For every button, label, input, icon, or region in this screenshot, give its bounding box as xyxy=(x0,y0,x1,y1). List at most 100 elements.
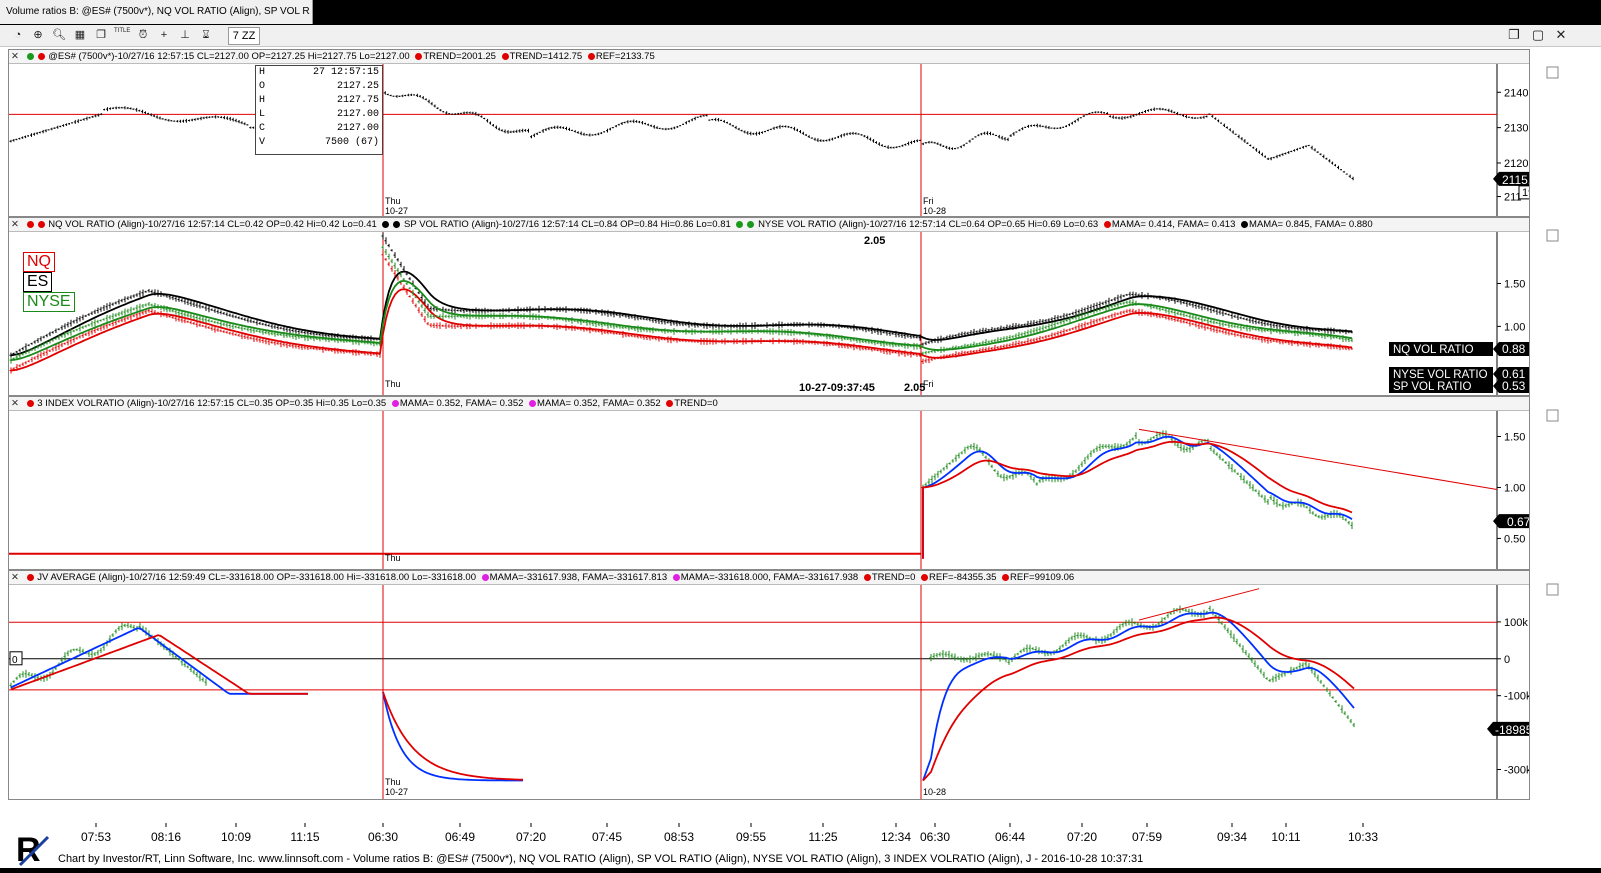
sigma-icon[interactable]: ⌛︎ xyxy=(202,29,210,41)
trend-line xyxy=(1138,588,1260,621)
x-tick-label: 10:33 xyxy=(1348,830,1378,844)
index-volratio-pane[interactable]: ✕ 3 INDEX VOLRATIO (Align)-10/27/16 12:5… xyxy=(8,396,1530,570)
maximize-pane-icon xyxy=(1546,583,1559,596)
jv-average-pane[interactable]: ✕ JV AVERAGE (Align)-10/27/16 12:59:49 C… xyxy=(8,570,1530,800)
y-tick-label: 211 xyxy=(1504,192,1522,204)
close-icon[interactable]: ✕ xyxy=(1555,27,1567,42)
jv-header-text: JV AVERAGE (Align)-10/27/16 12:59:49 CL=… xyxy=(37,572,477,583)
legend-nq: NQ xyxy=(23,252,55,272)
title-icon[interactable]: TITLE xyxy=(114,27,130,43)
date-label: 10-28 xyxy=(923,787,946,797)
x-tick-label: 07:59 xyxy=(1132,830,1162,844)
right-sidebar xyxy=(1530,47,1601,868)
nq-dot xyxy=(37,221,45,228)
chart-window: ◔ ⊕ 🔍︎ ▦ ❐ TITLE ⏰︎ + ⊥ ⌛︎ 7 ZZ ❐ ▢ ✕ ✕ … xyxy=(0,25,1601,868)
mama-dot xyxy=(529,400,537,407)
y-tick-label: 100k xyxy=(1504,617,1528,629)
day-label: Thu xyxy=(385,553,401,563)
x-tick-label: 11:25 xyxy=(808,830,837,844)
zigzag-button[interactable]: 7 ZZ xyxy=(228,27,260,45)
badge-name: NYSE VOL RATIO xyxy=(1393,369,1488,381)
index-volratio-plot: 1.50 1.00 0.50 0.67 Thu xyxy=(9,411,1529,569)
window-title: Volume ratios B: @ES# (7500v*), NQ VOL R… xyxy=(6,6,310,17)
restore-icon[interactable]: ❐ xyxy=(1508,27,1520,42)
nq-dot xyxy=(26,221,34,228)
x-tick-label: 11:15 xyxy=(290,830,319,844)
x-tick-label: 12:34 xyxy=(881,830,911,844)
sidebar-controls xyxy=(1546,66,1559,596)
last-price-value: 2115.50 xyxy=(1502,173,1529,187)
day-label: Fri xyxy=(923,196,934,206)
x-tick-label: 07:20 xyxy=(516,830,546,844)
vol-ratio-pane-header: ✕ NQ VOL RATIO (Align)-10/27/16 12:57:14… xyxy=(9,218,1529,232)
chart-icon[interactable]: ▦ xyxy=(74,29,86,41)
draw-icon[interactable]: + xyxy=(160,29,168,41)
copy-icon[interactable]: ❐ xyxy=(96,29,106,41)
ref-dot xyxy=(587,53,595,60)
index-pane-header: ✕ 3 INDEX VOLRATIO (Align)-10/27/16 12:5… xyxy=(9,397,1529,411)
sp-dot xyxy=(393,221,401,228)
info-key: H xyxy=(259,67,266,78)
alarm-icon[interactable]: ⏰︎ xyxy=(138,29,148,41)
last-value: -189855.63 xyxy=(1495,723,1529,737)
nyse-dot xyxy=(747,221,755,228)
vol-ratio-pane[interactable]: ✕ NQ VOL RATIO (Align)-10/27/16 12:57:14… xyxy=(8,217,1530,396)
pointer-icon[interactable]: ◔ xyxy=(14,29,22,41)
x-tick-label: 07:53 xyxy=(81,830,111,844)
step-icon[interactable]: ⊥ xyxy=(180,29,190,41)
x-tick-label: 07:20 xyxy=(1067,830,1097,844)
close-pane-icon[interactable]: ✕ xyxy=(11,219,19,230)
y-tick-label: 1.00 xyxy=(1504,482,1525,494)
fama-line xyxy=(10,634,308,695)
badge-value-box xyxy=(1493,367,1529,381)
info-key: L xyxy=(259,109,266,120)
close-pane-icon[interactable]: ✕ xyxy=(11,398,19,409)
status-dot xyxy=(26,53,34,60)
y-tick-label: -100k xyxy=(1504,691,1529,703)
jv-pane-header: ✕ JV AVERAGE (Align)-10/27/16 12:59:49 C… xyxy=(9,571,1529,585)
nyse-header-text: NYSE VOL RATIO (Align)-10/27/16 12:57:14… xyxy=(758,219,1099,230)
x-tick-label: 06:30 xyxy=(920,830,950,844)
day-label: Fri xyxy=(923,379,934,389)
es-pane-header: ✕ @ES# (7500v*)-10/27/16 12:57:15 CL=212… xyxy=(9,50,1529,64)
info-key: H xyxy=(259,95,266,106)
ref-dot xyxy=(1002,574,1010,581)
crosshair-icon[interactable]: ⊕ xyxy=(33,29,43,41)
sp-dot xyxy=(382,221,390,228)
minimize-icon[interactable]: ▢ xyxy=(1531,27,1545,42)
badge-value: 0.88 xyxy=(1502,342,1526,356)
footer-credit: Chart by Investor/RT, Linn Software, Inc… xyxy=(58,853,1144,865)
mama-line xyxy=(10,627,308,695)
close-pane-icon[interactable]: ✕ xyxy=(11,572,19,583)
y-tick-label: 0 xyxy=(1504,654,1510,666)
y-tick-label: 1.50 xyxy=(1504,431,1525,443)
ref2-text: REF=99109.06 xyxy=(1010,572,1075,583)
es-price-pane[interactable]: ✕ @ES# (7500v*)-10/27/16 12:57:15 CL=212… xyxy=(8,49,1530,217)
status-dot xyxy=(26,574,34,581)
mama1-text: MAMA= 0.352, FAMA= 0.352 xyxy=(399,398,524,409)
mama2-text: MAMA= 0.845, FAMA= 0.880 xyxy=(1249,219,1373,230)
x-tick-label: 08:16 xyxy=(151,830,181,844)
ratio-badge: NYSE VOL RATIO 0.61 xyxy=(1389,367,1529,381)
x-tick-label: 09:34 xyxy=(1217,830,1247,844)
info-value: 2127.00 xyxy=(336,123,379,134)
info-value: 2127.75 xyxy=(336,95,379,106)
last-value-box xyxy=(1487,721,1529,736)
crosshair-value-label: 2.05 xyxy=(904,382,925,394)
last-price-badge: 2115.50 xyxy=(1493,171,1529,187)
badge-name-box xyxy=(1389,342,1493,356)
last-price-box xyxy=(1493,171,1529,186)
badge-name-box xyxy=(1389,379,1493,393)
title-button-label: TITLE xyxy=(114,28,131,34)
day-label: Thu xyxy=(385,777,401,787)
zero-marker-box xyxy=(9,651,23,666)
mama-line xyxy=(922,611,1355,781)
info-row: V 7500 (67) xyxy=(256,136,382,150)
close-pane-icon[interactable]: ✕ xyxy=(11,51,19,62)
badge-name-box xyxy=(1389,367,1493,381)
index-header-text: 3 INDEX VOLRATIO (Align)-10/27/16 12:57:… xyxy=(37,398,387,409)
fama-line xyxy=(922,440,1353,559)
legend-nyse: NYSE xyxy=(23,292,75,312)
zoom-icon[interactable]: 🔍︎ xyxy=(52,29,66,41)
status-dot xyxy=(37,53,45,60)
